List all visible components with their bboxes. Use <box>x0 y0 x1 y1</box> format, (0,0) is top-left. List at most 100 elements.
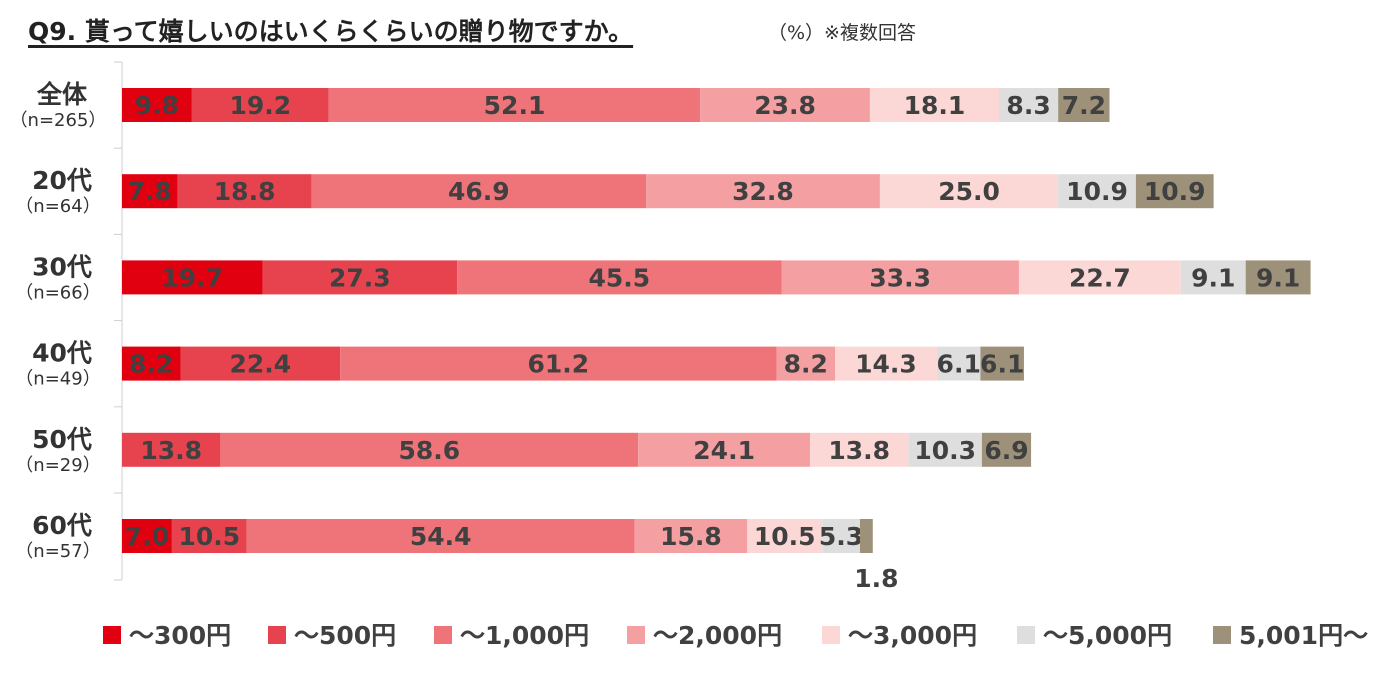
bar-segment <box>646 174 880 209</box>
data-label: 9.1 <box>1191 263 1235 292</box>
data-label: 32.8 <box>732 177 794 206</box>
data-label: 61.2 <box>528 350 590 379</box>
bar-segment <box>262 260 458 295</box>
legend-label: 5,001円～ <box>1239 621 1368 650</box>
legend-swatch <box>627 626 645 644</box>
bar-segment <box>220 432 639 467</box>
data-label: 6.1 <box>980 350 1024 379</box>
bar-segment <box>180 346 341 381</box>
data-label: 9.1 <box>1256 263 1300 292</box>
data-label: 1.8 <box>854 564 898 593</box>
legend-label: ～3,000円 <box>848 621 977 650</box>
bar-segment <box>1018 260 1181 295</box>
bar-segment <box>1058 174 1136 209</box>
data-label: 22.7 <box>1069 263 1131 292</box>
legend-swatch <box>822 626 840 644</box>
bar-segment <box>810 432 909 467</box>
bar-segment <box>457 260 782 295</box>
bar-segment <box>122 432 221 467</box>
bar-segment <box>122 260 263 295</box>
chart-note: （%）※複数回答 <box>768 22 916 44</box>
data-label: 19.7 <box>161 263 223 292</box>
data-label: 10.9 <box>1144 177 1206 206</box>
bar-segment <box>246 519 635 553</box>
bar-segment <box>998 88 1059 122</box>
legend-swatch <box>1213 626 1231 644</box>
bar-segment <box>171 519 247 553</box>
data-label: 7.0 <box>125 522 169 551</box>
data-label: 25.0 <box>938 177 1000 206</box>
legend-label: ～1,000円 <box>460 621 589 650</box>
data-label: 54.4 <box>410 522 472 551</box>
category-label: 50代 <box>32 425 92 454</box>
legend-swatch <box>434 626 452 644</box>
category-label: 全体 <box>36 80 88 109</box>
category-n-label: （n=66） <box>15 282 100 303</box>
bar-segment <box>835 346 937 381</box>
category-label: 20代 <box>32 166 92 195</box>
data-label: 45.5 <box>588 263 650 292</box>
data-label: 23.8 <box>754 91 816 120</box>
data-label: 33.3 <box>869 263 931 292</box>
category-label: 60代 <box>32 511 92 540</box>
data-label: 18.1 <box>904 91 966 120</box>
category-n-label: （n=29） <box>15 455 100 476</box>
category-label: 30代 <box>32 252 92 281</box>
data-label: 14.3 <box>855 350 917 379</box>
bar-segment <box>936 346 981 381</box>
bar-segment <box>328 88 701 122</box>
category-label: 40代 <box>32 339 92 368</box>
data-label: 52.1 <box>484 91 546 120</box>
category-n-label: （n=57） <box>15 541 100 562</box>
category-n-label: （n=64） <box>15 196 100 217</box>
data-label: 18.8 <box>214 177 276 206</box>
bar-segment <box>1180 260 1246 295</box>
data-label: 58.6 <box>398 436 460 465</box>
bar-segment <box>869 88 999 122</box>
data-label: 10.3 <box>914 436 976 465</box>
data-label: 46.9 <box>448 177 510 206</box>
bar-segment <box>638 432 811 467</box>
data-label: 10.5 <box>178 522 240 551</box>
legend-label: ～5,000円 <box>1043 621 1172 650</box>
bar-segment <box>859 519 873 553</box>
data-label: 15.8 <box>660 522 722 551</box>
data-label: 7.2 <box>1062 91 1106 120</box>
bar-segment <box>191 88 329 122</box>
bar-segment <box>879 174 1059 209</box>
data-label: 13.8 <box>140 436 202 465</box>
legend-swatch <box>268 626 286 644</box>
data-label: 6.1 <box>937 350 981 379</box>
bar-segment <box>747 519 823 553</box>
title-row: Q9. 貰って嬉しいのはいくらくらいの贈り物ですか。 （%）※複数回答 <box>28 10 1388 50</box>
data-label: 24.1 <box>693 436 755 465</box>
data-label: 10.9 <box>1066 177 1128 206</box>
data-label: 9.8 <box>135 91 179 120</box>
data-label: 8.3 <box>1006 91 1050 120</box>
bar-segment <box>908 432 982 467</box>
bar-segment <box>340 346 777 381</box>
data-label: 19.2 <box>229 91 291 120</box>
data-label: 8.2 <box>129 350 173 379</box>
bar-segment <box>311 174 647 209</box>
bar-segment <box>122 174 178 209</box>
legend-label: ～2,000円 <box>653 621 782 650</box>
data-label: 5.3 <box>819 522 863 551</box>
data-label: 8.2 <box>784 350 828 379</box>
data-label: 10.5 <box>754 522 816 551</box>
bar-segment <box>177 174 312 209</box>
data-label: 27.3 <box>329 263 391 292</box>
category-n-label: （n=265） <box>10 110 107 131</box>
bar-segment <box>776 346 835 381</box>
legend-swatch <box>103 626 121 644</box>
bar-segment <box>980 346 1024 381</box>
legend-label: ～300円 <box>129 621 231 650</box>
bar-segment <box>822 519 860 553</box>
bar-segment <box>1135 174 1214 209</box>
data-label: 7.8 <box>128 177 172 206</box>
bar-segment <box>1245 260 1311 295</box>
chart-title: Q9. 貰って嬉しいのはいくらくらいの贈り物ですか。 <box>28 17 634 46</box>
bar-segment <box>122 519 172 553</box>
bar-segment <box>981 432 1032 467</box>
